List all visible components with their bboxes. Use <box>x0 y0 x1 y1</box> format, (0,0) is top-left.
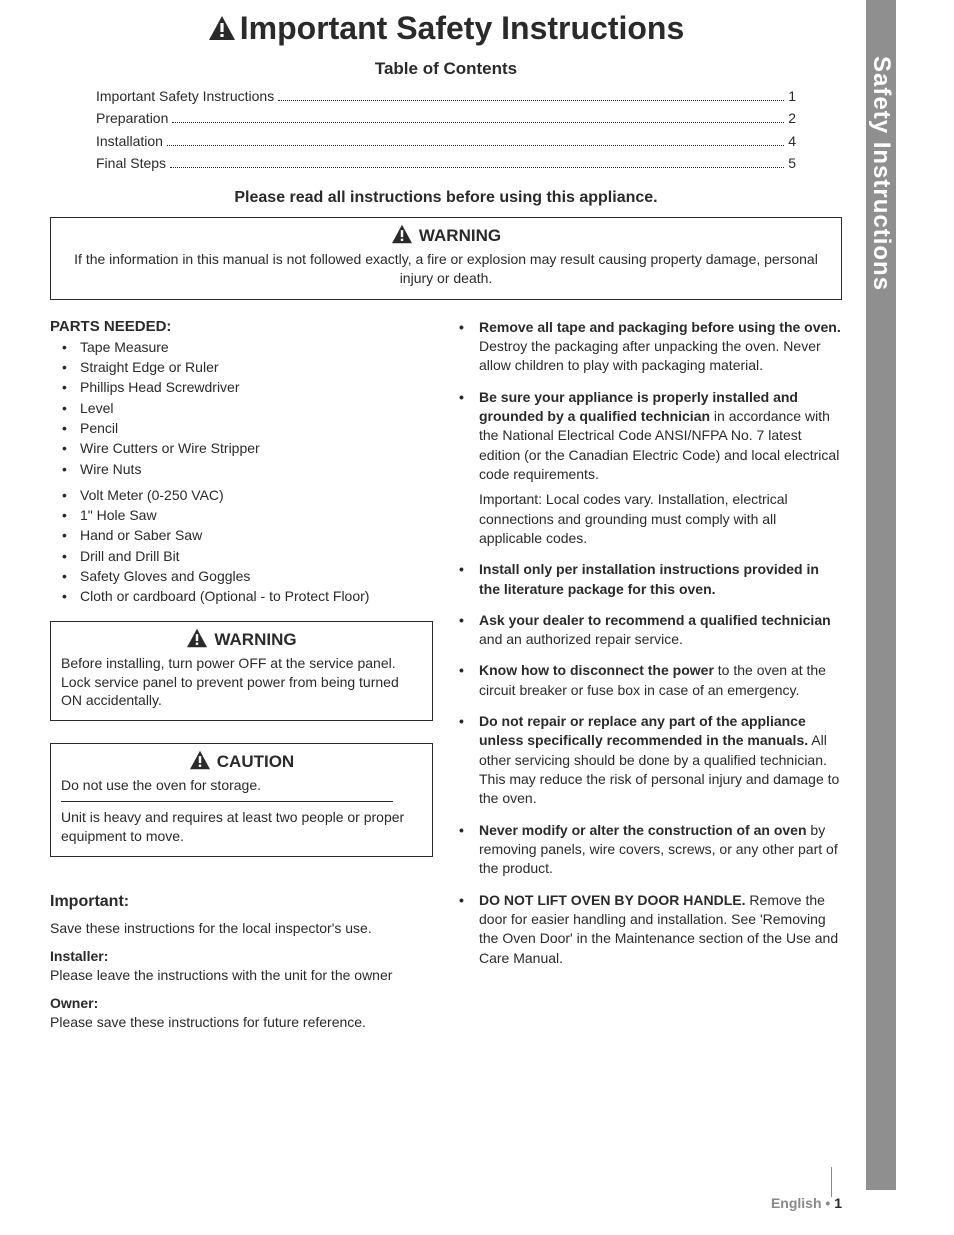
owner-block: Owner: Please save these instructions fo… <box>50 994 433 1033</box>
warning-body: Before installing, turn power OFF at the… <box>61 654 422 711</box>
parts-heading: PARTS NEEDED: <box>50 318 433 335</box>
item-bold: Remove all tape and packaging before usi… <box>479 319 841 335</box>
toc-row: Preparation 2 <box>96 107 796 129</box>
parts-list-1: Tape Measure Straight Edge or Ruler Phil… <box>62 337 433 479</box>
item-bold: Never modify or alter the construction o… <box>479 822 807 838</box>
read-all-note: Please read all instructions before usin… <box>50 189 842 207</box>
toc-label: Final Steps <box>96 152 166 174</box>
toc-leader <box>170 167 784 168</box>
list-item: Volt Meter (0-250 VAC) <box>62 485 433 505</box>
list-item: Straight Edge or Ruler <box>62 357 433 377</box>
important-save: Save these instructions for the local in… <box>50 919 433 939</box>
title-text: Important Safety Instructions <box>240 10 685 46</box>
caution-line-2: Unit is heavy and requires at least two … <box>61 808 422 846</box>
toc-row: Installation 4 <box>96 130 796 152</box>
item-rest: and an authorized repair service. <box>479 631 683 647</box>
item-bold: Know how to disconnect the power <box>479 662 714 678</box>
list-item: Know how to disconnect the power to the … <box>459 661 842 700</box>
warning-body: If the information in this manual is not… <box>71 250 821 289</box>
item-subnote: Important: Local codes vary. Installatio… <box>479 490 842 548</box>
toc-row: Important Safety Instructions 1 <box>96 85 796 107</box>
warning-icon <box>208 12 236 49</box>
warning-icon <box>189 750 211 770</box>
list-item: Never modify or alter the construction o… <box>459 821 842 879</box>
list-item: Do not repair or replace any part of the… <box>459 712 842 809</box>
footer-sep: • <box>825 1195 830 1211</box>
instructions-list: Remove all tape and packaging before usi… <box>459 318 842 968</box>
item-rest: Destroy the packaging after unpacking th… <box>479 338 821 373</box>
page-content: Important Safety Instructions Table of C… <box>50 10 842 1041</box>
item-bold: DO NOT LIFT OVEN BY DOOR HANDLE. <box>479 892 746 908</box>
list-item: Drill and Drill Bit <box>62 546 433 566</box>
list-item: Cloth or cardboard (Optional - to Protec… <box>62 586 433 606</box>
list-item: Level <box>62 398 433 418</box>
caution-label: CAUTION <box>217 752 294 771</box>
owner-label: Owner: <box>50 995 98 1011</box>
list-item: Ask your dealer to recommend a qualified… <box>459 611 842 650</box>
caution-box: CAUTION Do not use the oven for storage.… <box>50 743 433 857</box>
caution-line-1: Do not use the oven for storage. <box>61 776 422 795</box>
warning-label: WARNING <box>214 630 296 649</box>
toc-label: Installation <box>96 130 163 152</box>
toc-leader <box>172 122 784 123</box>
warning-icon <box>391 224 413 244</box>
toc-leader <box>167 145 784 146</box>
list-item: Wire Cutters or Wire Stripper <box>62 438 433 458</box>
sidebar-tab: Safety Instructions <box>866 0 896 1190</box>
left-warning-box: WARNING Before installing, turn power OF… <box>50 621 433 722</box>
table-of-contents: Important Safety Instructions 1 Preparati… <box>96 85 796 175</box>
toc-label: Important Safety Instructions <box>96 85 274 107</box>
list-item: Pencil <box>62 418 433 438</box>
list-item: Wire Nuts <box>62 459 433 479</box>
top-warning-box: WARNING If the information in this manua… <box>50 217 842 300</box>
warning-icon <box>186 628 208 648</box>
footer-page-number: 1 <box>834 1195 842 1211</box>
list-item: Tape Measure <box>62 337 433 357</box>
left-column: PARTS NEEDED: Tape Measure Straight Edge… <box>50 318 433 1041</box>
list-item: Be sure your appliance is properly insta… <box>459 388 842 549</box>
owner-body: Please save these instructions for futur… <box>50 1014 366 1030</box>
list-item: Install only per installation instructio… <box>459 560 842 599</box>
right-column: Remove all tape and packaging before usi… <box>459 318 842 1041</box>
important-heading: Important: <box>50 893 433 911</box>
toc-page: 2 <box>788 107 796 129</box>
item-bold: Install only per installation instructio… <box>479 561 819 596</box>
divider <box>61 801 393 802</box>
warning-title: WARNING <box>61 628 422 650</box>
list-item: Hand or Saber Saw <box>62 525 433 545</box>
toc-label: Preparation <box>96 107 168 129</box>
list-item: 1" Hole Saw <box>62 505 433 525</box>
toc-page: 5 <box>788 152 796 174</box>
footer-lang: English <box>771 1195 822 1211</box>
footer-rule <box>831 1167 832 1197</box>
list-item: Safety Gloves and Goggles <box>62 566 433 586</box>
toc-page: 1 <box>788 85 796 107</box>
toc-row: Final Steps 5 <box>96 152 796 174</box>
item-bold: Ask your dealer to recommend a qualified… <box>479 612 831 628</box>
page-footer: English • 1 <box>0 1195 842 1211</box>
list-item: Phillips Head Screwdriver <box>62 377 433 397</box>
toc-page: 4 <box>788 130 796 152</box>
toc-leader <box>278 100 784 101</box>
sidebar-label: Safety Instructions <box>867 56 895 291</box>
installer-block: Installer: Please leave the instructions… <box>50 947 433 986</box>
item-bold: Do not repair or replace any part of the… <box>479 713 808 748</box>
list-item: Remove all tape and packaging before usi… <box>459 318 842 376</box>
installer-label: Installer: <box>50 948 108 964</box>
page-title: Important Safety Instructions <box>50 10 842 49</box>
warning-title: WARNING <box>71 224 821 246</box>
installer-body: Please leave the instructions with the u… <box>50 967 392 983</box>
parts-list-2: Volt Meter (0-250 VAC) 1" Hole Saw Hand … <box>62 485 433 607</box>
warning-label: WARNING <box>419 226 501 245</box>
toc-heading: Table of Contents <box>50 59 842 79</box>
caution-title: CAUTION <box>61 750 422 772</box>
list-item: DO NOT LIFT OVEN BY DOOR HANDLE. Remove … <box>459 891 842 968</box>
